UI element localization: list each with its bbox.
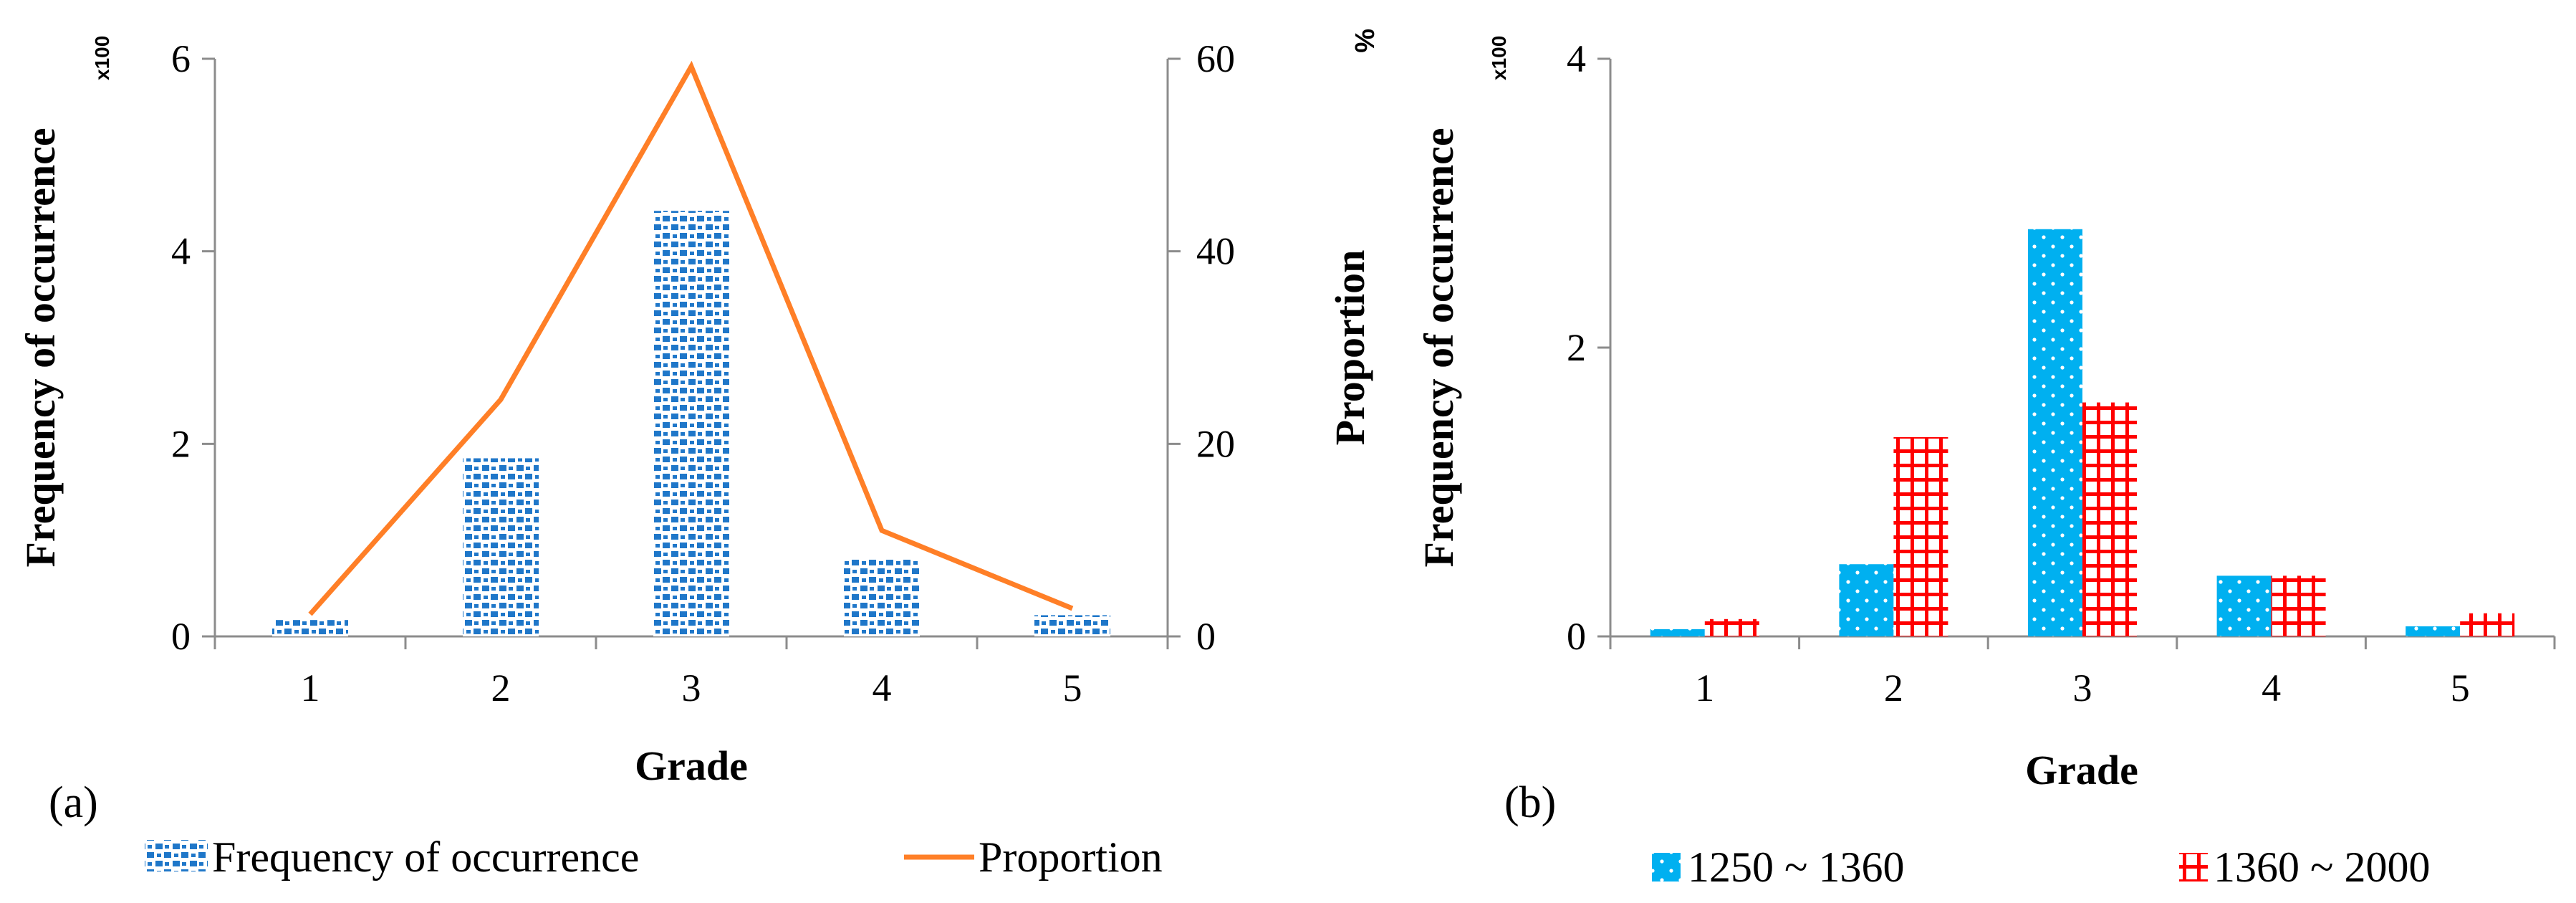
- frequency-bar: [1034, 615, 1110, 636]
- legend-swatch-1360-2000: [2179, 853, 2208, 882]
- bar-1360-2000: [1704, 618, 1759, 636]
- y-multiplier-label-b: x100: [1488, 36, 1510, 80]
- x-tick-label: 3: [682, 666, 701, 710]
- y-axis-title: Frequency of occurrence: [17, 128, 64, 567]
- y-tick-label-b: 0: [1567, 615, 1586, 658]
- y-multiplier-label: x100: [91, 36, 113, 80]
- x-tick-label-b: 4: [2262, 666, 2281, 710]
- y-tick-label: 4: [171, 230, 191, 273]
- y-tick-label: 0: [171, 615, 191, 658]
- x-axis-title-b: Grade: [2025, 747, 2138, 793]
- y2-axis-title: Proportion: [1327, 250, 1373, 446]
- frequency-bar: [653, 211, 729, 636]
- x-tick-label: 4: [873, 666, 892, 710]
- legend-label-1360-2000: 1360 ~ 2000: [2214, 844, 2430, 891]
- y-axis-title-b: Frequency of occurrence: [1416, 128, 1462, 567]
- y2-tick-label: 20: [1196, 422, 1235, 465]
- y-tick-label: 6: [171, 37, 191, 80]
- y2-unit-label: %: [1349, 29, 1379, 53]
- bar-1250-1360: [2406, 626, 2461, 636]
- bar-1250-1360: [1650, 629, 1705, 636]
- legend-swatch-frequency: [145, 840, 208, 871]
- bar-1360-2000: [2271, 575, 2326, 636]
- legend-label-1250-1360: 1250 ~ 1360: [1688, 844, 1904, 891]
- x-tick-label-b: 2: [1884, 666, 1903, 710]
- x-tick-label: 1: [301, 666, 320, 710]
- x-tick-label: 2: [491, 666, 511, 710]
- x-axis-title: Grade: [635, 742, 748, 789]
- panel-label-a: (a): [49, 778, 98, 827]
- y2-tick-label: 60: [1196, 37, 1235, 80]
- y-tick-label-b: 2: [1567, 326, 1586, 369]
- bar-1250-1360: [2028, 229, 2082, 636]
- legend-a: Frequency of occurrence Proportion: [145, 833, 1163, 881]
- y2-tick-label: 40: [1196, 230, 1235, 273]
- legend-b: 1250 ~ 1360 1360 ~ 2000: [1652, 844, 2430, 891]
- bar-1360-2000: [2082, 402, 2137, 636]
- x-tick-label: 5: [1063, 666, 1082, 710]
- x-tick-label-b: 3: [2073, 666, 2092, 710]
- legend-label-proportion: Proportion: [979, 833, 1163, 881]
- proportion-line: [308, 60, 1074, 616]
- y-tick-label-b: 4: [1567, 37, 1586, 80]
- panel-label-b: (b): [1504, 778, 1556, 827]
- bar-1250-1360: [2216, 575, 2272, 636]
- frequency-bar: [272, 620, 348, 636]
- bar-1250-1360: [1839, 564, 1894, 636]
- legend-label-frequency: Frequency of occurrence: [212, 833, 639, 881]
- frequency-bar: [844, 557, 920, 636]
- y2-tick-label: 0: [1196, 615, 1216, 658]
- bar-1360-2000: [1893, 436, 1948, 636]
- panel-b: 0 2 4 1 2 3 4 5 x100 Frequency of occurrence G…: [1416, 36, 2556, 891]
- panel-a: 0 2 4 6 0 20 40 60 1 2 3 4 5 x100 % Frequency of o…: [17, 29, 1379, 881]
- x-tick-label-b: 5: [2451, 666, 2470, 710]
- x-tick-label-b: 1: [1695, 666, 1714, 710]
- bar-1360-2000: [2460, 613, 2515, 636]
- frequency-bar: [463, 458, 539, 636]
- legend-swatch-1250-1360: [1652, 853, 1681, 882]
- y-tick-label: 2: [171, 422, 191, 465]
